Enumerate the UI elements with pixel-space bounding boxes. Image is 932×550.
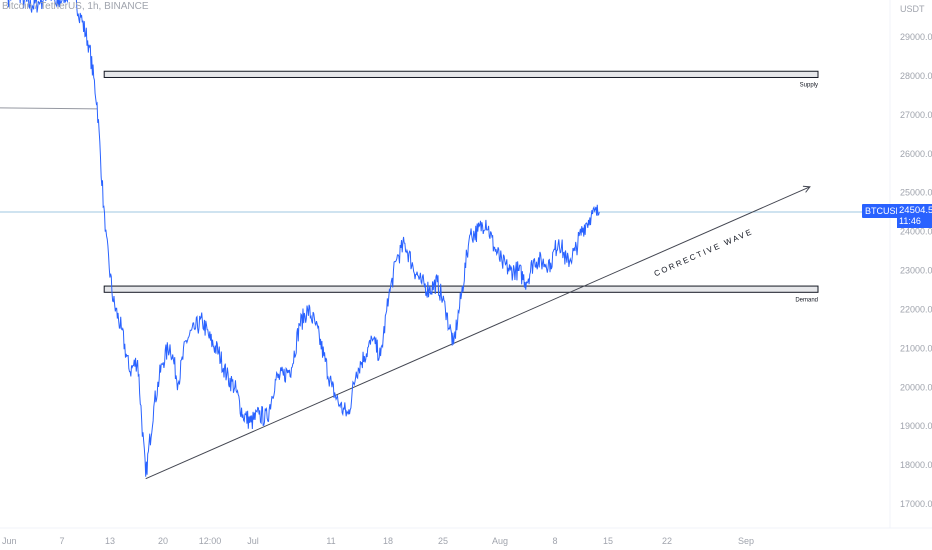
trendline-arrowhead — [802, 185, 811, 193]
x-tick-label: 15 — [603, 536, 613, 546]
zone-supply — [103, 70, 819, 78]
x-tick-label: 13 — [105, 536, 115, 546]
zone-label: Supply — [800, 82, 818, 88]
horizontal-ray — [0, 107, 98, 110]
x-tick-label: Jun — [2, 536, 17, 546]
x-tick-label: 25 — [438, 536, 448, 546]
x-tick-label: 20 — [158, 536, 168, 546]
y-tick-label: 22000.00 — [900, 304, 932, 314]
y-tick-label: 21000.00 — [900, 343, 932, 353]
x-tick-label: Sep — [738, 536, 754, 546]
y-axis-unit: USDT — [900, 4, 925, 14]
symbol-title: Bitcoin / TetherUS, 1h, BINANCE — [2, 1, 149, 12]
y-tick-label: 25000.00 — [900, 188, 932, 198]
y-tick-label: 27000.00 — [900, 110, 932, 120]
y-tick-label: 29000.00 — [900, 32, 932, 42]
x-tick-label: 11 — [326, 536, 335, 546]
x-tick-label: 18 — [383, 536, 393, 546]
x-tick-label: 7 — [59, 536, 64, 546]
y-tick-label: 19000.00 — [900, 421, 932, 431]
x-tick-label: 12:00 — [199, 536, 222, 546]
y-tick-label: 20000.00 — [900, 382, 932, 392]
zone-label: Demand — [795, 297, 818, 303]
badge-timer: 11:46 — [899, 216, 921, 226]
trendline-label: CORRECTIVE WAVE — [653, 227, 755, 278]
x-tick-label: 22 — [662, 536, 672, 546]
y-tick-label: 26000.00 — [900, 149, 932, 159]
y-tick-label: 23000.00 — [900, 266, 932, 276]
trendline — [145, 186, 811, 480]
badge-price: 24504.57 — [899, 205, 932, 216]
x-tick-label: Aug — [492, 536, 508, 546]
zone-demand — [103, 285, 819, 293]
y-tick-label: 24000.00 — [900, 227, 932, 237]
x-tick-label: Jul — [247, 536, 259, 546]
badge-price-box: 24504.57 11:46 — [897, 204, 932, 228]
price-series-line — [7, 0, 600, 477]
y-tick-label: 18000.00 — [900, 460, 932, 470]
x-tick-label: 8 — [552, 536, 557, 546]
y-tick-label: 28000.00 — [900, 71, 932, 81]
y-tick-label: 17000.00 — [900, 499, 932, 509]
